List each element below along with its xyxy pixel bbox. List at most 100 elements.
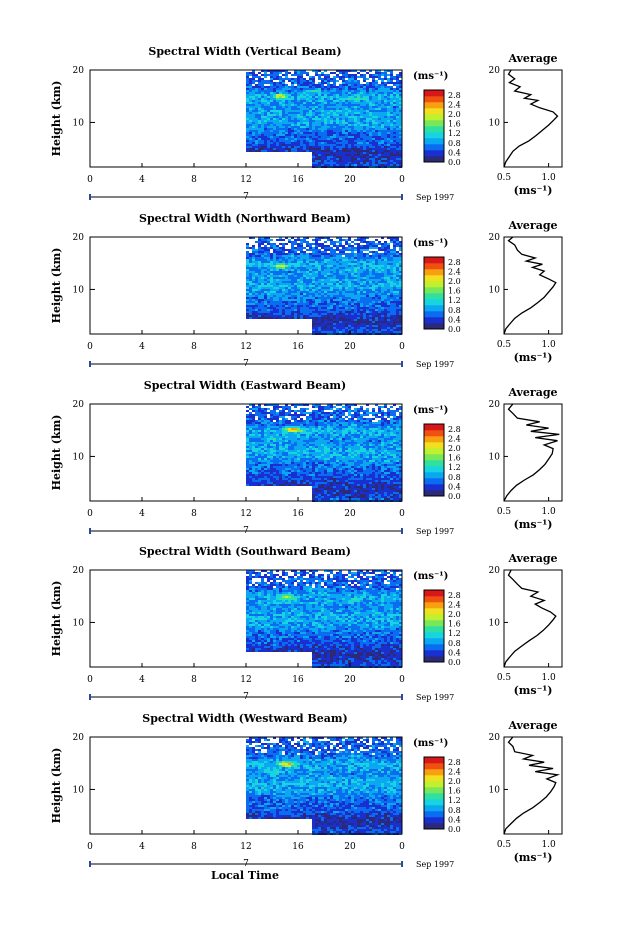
heatmap-cell — [387, 245, 390, 247]
heatmap-cell — [330, 162, 333, 164]
heatmap-cell — [354, 321, 357, 323]
heatmap-cell — [324, 291, 327, 293]
heatmap-cell — [369, 315, 372, 317]
heatmap-cell — [255, 124, 258, 126]
heatmap-cell — [249, 303, 252, 305]
heatmap-cell — [273, 74, 276, 76]
heatmap-cell — [396, 130, 399, 132]
heatmap-cell — [375, 136, 378, 138]
heatmap-cell — [378, 92, 381, 94]
heatmap-cell — [372, 285, 375, 287]
heatmap-cell — [327, 277, 330, 279]
heatmap-cell — [378, 253, 381, 255]
heatmap-cell — [378, 277, 381, 279]
heatmap-cell — [285, 293, 288, 295]
heatmap-cell — [375, 289, 378, 291]
heatmap-cell — [354, 76, 357, 78]
heatmap-cell — [381, 102, 384, 104]
heatmap-cell — [261, 142, 264, 144]
heatmap-cell — [333, 134, 336, 136]
heatmap-cell — [312, 82, 315, 84]
heatmap-cell — [324, 96, 327, 98]
heatmap-cell — [258, 94, 261, 96]
heatmap-cell — [324, 136, 327, 138]
heatmap-cell — [369, 150, 372, 152]
heatmap-cell — [351, 281, 354, 283]
heatmap-cell — [393, 301, 396, 303]
heatmap-cell — [384, 140, 387, 142]
heatmap-cell — [393, 273, 396, 275]
heatmap-cell — [252, 440, 255, 442]
heatmap-cell — [387, 116, 390, 118]
heatmap-cell — [345, 309, 348, 311]
heatmap-cell — [351, 271, 354, 273]
heatmap-cell — [390, 152, 393, 154]
heatmap-cell — [309, 86, 312, 88]
heatmap-cell — [351, 112, 354, 114]
heatmap-cell — [384, 313, 387, 315]
heatmap-cell — [288, 144, 291, 146]
heatmap-cell — [285, 92, 288, 94]
heatmap-cell — [273, 122, 276, 124]
heatmap-cell — [396, 271, 399, 273]
heatmap-cell — [282, 263, 285, 265]
heatmap-cell — [291, 72, 294, 74]
heatmap-cell — [276, 271, 279, 273]
heatmap-cell — [333, 241, 336, 243]
heatmap-cell — [321, 118, 324, 120]
heatmap-cell — [300, 301, 303, 303]
heatmap-cell — [378, 78, 381, 80]
heatmap-cell — [270, 134, 273, 136]
heatmap-cell — [285, 273, 288, 275]
heatmap-cell — [321, 122, 324, 124]
heatmap-cell — [258, 118, 261, 120]
heatmap-cell — [300, 128, 303, 130]
heatmap-cell — [258, 108, 261, 110]
heatmap-cell — [384, 269, 387, 271]
heatmap-cell — [258, 72, 261, 74]
heatmap-cell — [270, 80, 273, 82]
heatmap-cell — [294, 253, 297, 255]
heatmap-cell — [345, 327, 348, 329]
heatmap-cell — [312, 76, 315, 78]
heatmap-cell — [270, 126, 273, 128]
heatmap-cell — [369, 132, 372, 134]
heatmap-cell — [333, 331, 336, 333]
heatmap-cell — [276, 128, 279, 130]
heatmap-cell — [363, 239, 366, 241]
heatmap-cell — [297, 283, 300, 285]
heatmap-cell — [375, 134, 378, 136]
heatmap-cell — [258, 313, 261, 315]
heatmap-cell — [309, 96, 312, 98]
heatmap-cell — [393, 245, 396, 247]
heatmap-cell — [333, 82, 336, 84]
heatmap-cell — [291, 108, 294, 110]
heatmap-cell — [399, 327, 402, 329]
heatmap-cell — [327, 283, 330, 285]
heatmap-cell — [267, 293, 270, 295]
heatmap-cell — [255, 307, 258, 309]
heatmap-cell — [396, 321, 399, 323]
heatmap-cell — [369, 100, 372, 102]
heatmap-cell — [255, 285, 258, 287]
heatmap-cell — [261, 150, 264, 152]
heatmap-cell — [384, 279, 387, 281]
heatmap-cell — [387, 152, 390, 154]
heatmap-cell — [252, 84, 255, 86]
heatmap-cell — [348, 293, 351, 295]
heatmap-cell — [300, 76, 303, 78]
heatmap-cell — [372, 76, 375, 78]
heatmap-cell — [330, 100, 333, 102]
heatmap-cell — [363, 287, 366, 289]
heatmap-cell — [267, 90, 270, 92]
heatmap-cell — [399, 132, 402, 134]
heatmap-cell — [357, 110, 360, 112]
heatmap-cell — [399, 154, 402, 156]
heatmap-cell — [393, 311, 396, 313]
heatmap-cell — [261, 124, 264, 126]
heatmap-cell — [348, 124, 351, 126]
heatmap-cell — [291, 100, 294, 102]
heatmap-cell — [306, 74, 309, 76]
heatmap-cell — [378, 70, 381, 72]
heatmap-cell — [249, 426, 252, 428]
